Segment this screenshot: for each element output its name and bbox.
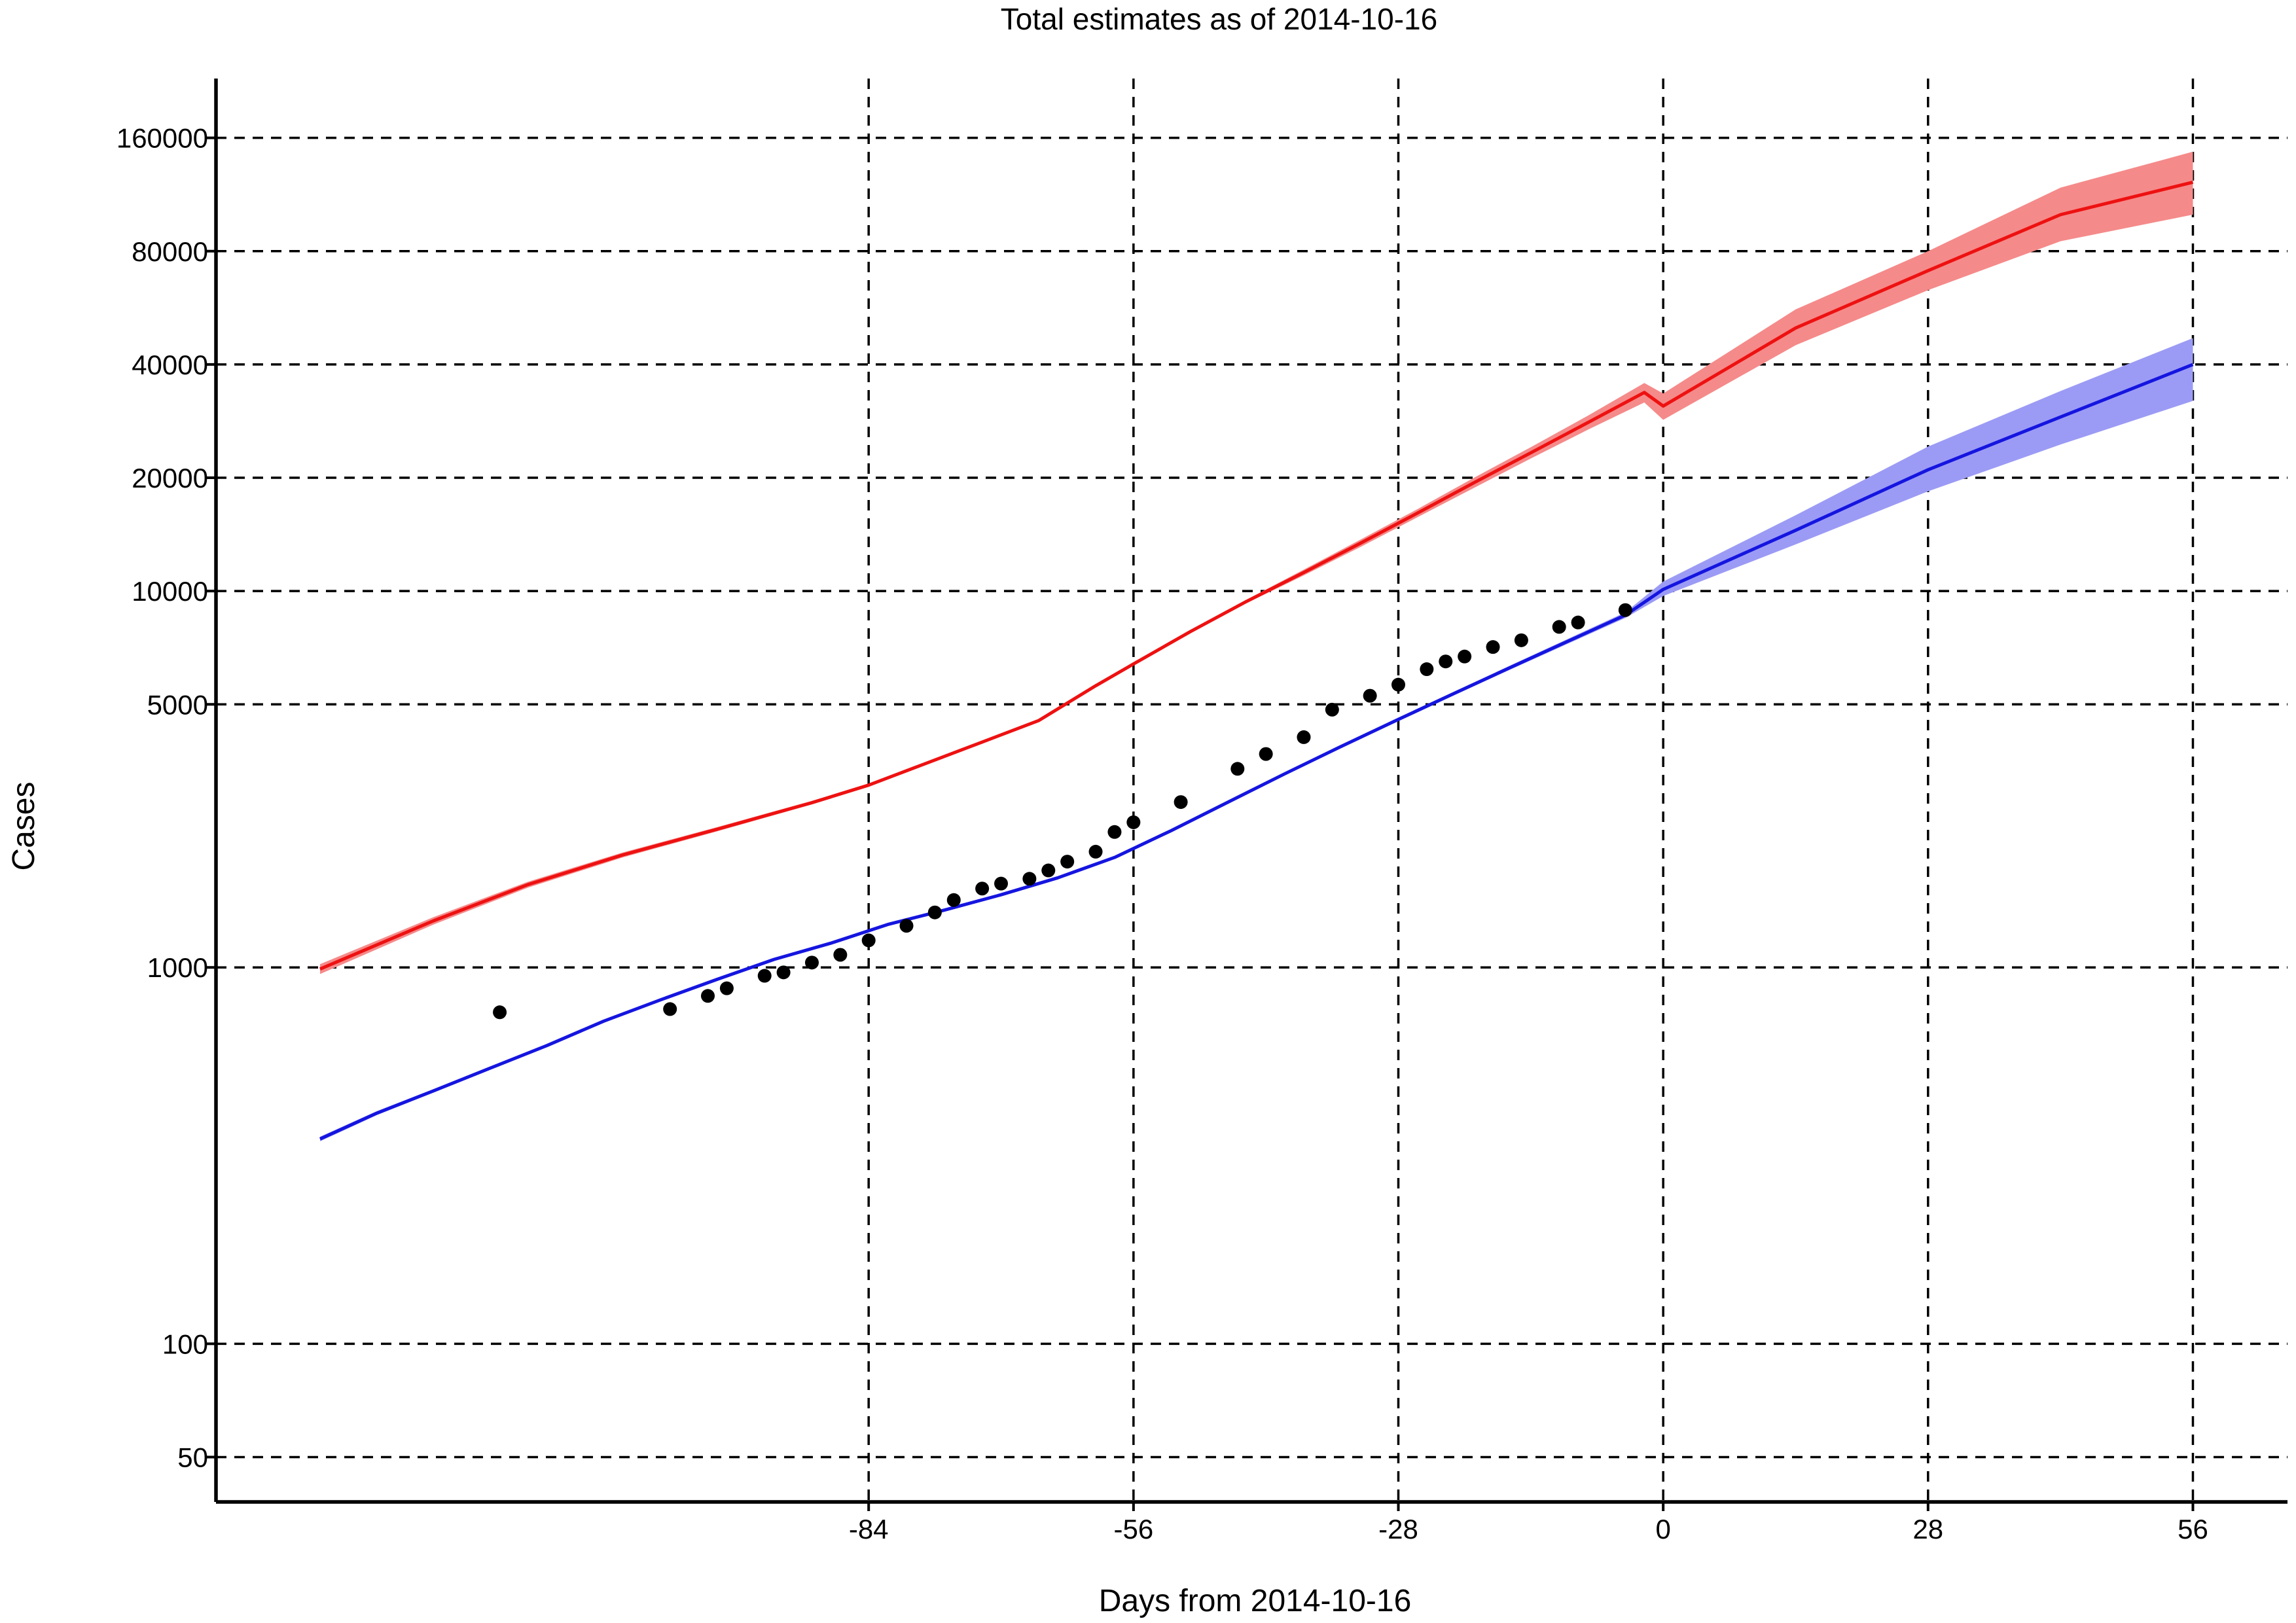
data-point — [1297, 730, 1311, 744]
data-point — [1088, 844, 1103, 859]
data-point — [899, 919, 914, 933]
data-point — [975, 882, 990, 896]
data-point — [927, 905, 942, 919]
series-line-1 — [319, 363, 2194, 1141]
data-point — [1552, 620, 1566, 634]
y-tick-label: 50 — [177, 1442, 208, 1472]
chart-title: Total estimates as of 2014-10-16 — [1001, 2, 1437, 36]
x-axis-label: Days from 2014-10-16 — [1099, 1584, 1412, 1618]
series-lines — [319, 180, 2194, 1141]
data-point — [1126, 815, 1141, 829]
data-point — [1041, 863, 1056, 878]
data-point — [719, 981, 734, 995]
data-point — [663, 1002, 677, 1016]
data-point — [776, 965, 791, 980]
y-tick-label: 100 — [162, 1329, 208, 1359]
data-point — [1514, 633, 1528, 647]
data-point — [1230, 762, 1245, 776]
data-point — [861, 933, 876, 948]
data-point — [804, 955, 819, 970]
x-tick-label: -28 — [1378, 1514, 1418, 1544]
x-tick-label: 56 — [2178, 1514, 2208, 1544]
data-point — [1571, 615, 1585, 630]
data-point — [1439, 654, 1453, 669]
confidence-bands — [320, 151, 2193, 1141]
y-tick-label: 10000 — [132, 576, 208, 607]
data-point — [701, 989, 715, 1003]
data-point — [1391, 677, 1406, 692]
data-point — [1107, 825, 1122, 839]
x-tick-label: -84 — [849, 1514, 889, 1544]
y-tick-label: 1000 — [147, 952, 208, 983]
data-point — [946, 893, 961, 907]
data-point — [493, 1005, 507, 1020]
x-tick-label: 0 — [1655, 1514, 1670, 1544]
data-point — [1174, 795, 1188, 810]
y-tick-label: 5000 — [147, 689, 208, 720]
data-point — [1458, 649, 1472, 664]
data-point — [1420, 662, 1434, 677]
y-tick-label: 80000 — [132, 236, 208, 267]
y-tick-label: 20000 — [132, 463, 208, 493]
y-tick-label: 160000 — [117, 123, 208, 154]
y-tick-label: 40000 — [132, 349, 208, 380]
data-point — [833, 948, 848, 962]
data-point — [994, 876, 1009, 891]
data-point — [1486, 640, 1500, 654]
data-point — [1325, 702, 1339, 717]
confidence-band-0 — [320, 151, 2193, 974]
data-point — [1363, 688, 1377, 703]
data-point — [1618, 603, 1632, 617]
data-point — [1060, 855, 1075, 869]
y-axis-label: Cases — [7, 781, 41, 870]
x-tick-label: -56 — [1113, 1514, 1153, 1544]
tick-labels: -84 -56 -28 0 28 56 50 100 1000 5000 10000 20000 400… — [117, 123, 2208, 1544]
x-tick-label: 28 — [1912, 1514, 1943, 1544]
observed-points — [493, 603, 1632, 1020]
axes — [207, 79, 2287, 1511]
data-point — [757, 969, 772, 983]
data-point — [1259, 747, 1273, 761]
data-point — [1022, 872, 1037, 886]
series-line-0 — [319, 180, 2194, 971]
